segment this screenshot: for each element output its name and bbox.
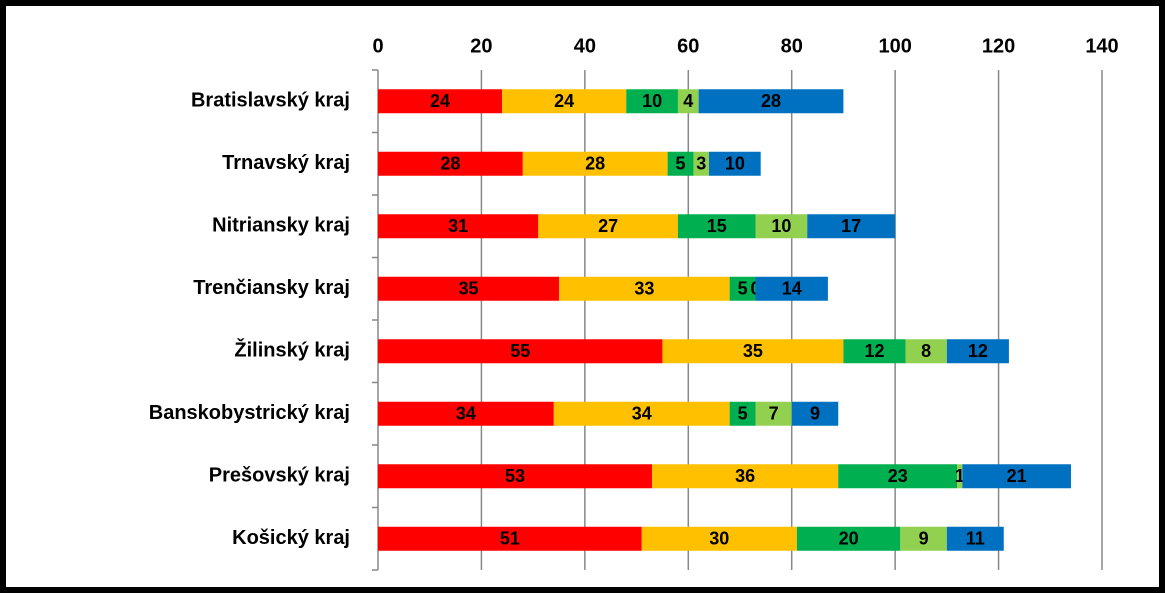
y-tick-label: Košický kraj [232, 527, 350, 549]
bar-segment [378, 339, 663, 364]
bar-segment [553, 401, 730, 426]
data-label: 12 [864, 341, 884, 361]
x-tick-label: 60 [677, 35, 699, 57]
y-tick-label: Banskobystrický kraj [149, 402, 350, 424]
bar-segment [698, 89, 844, 114]
bar-segment [729, 401, 756, 426]
bar-segment [378, 401, 554, 426]
data-label: 5 [676, 154, 686, 174]
data-label: 15 [707, 216, 727, 236]
bar-segment [662, 339, 844, 364]
bar-segment [378, 151, 523, 176]
bar-segment [957, 464, 963, 489]
data-label: 7 [769, 404, 779, 424]
bar-segment [652, 464, 839, 489]
data-label: 55 [510, 341, 530, 361]
data-label: 24 [430, 91, 450, 111]
bar-segment [677, 214, 756, 239]
data-label: 35 [743, 341, 763, 361]
data-label: 53 [505, 466, 525, 486]
data-label: 34 [632, 404, 652, 424]
bar-segment [962, 464, 1071, 489]
bar-segment [796, 526, 901, 551]
bar-segment [755, 276, 828, 301]
bar-segment [791, 401, 839, 426]
data-label: 3 [696, 154, 706, 174]
x-tick-label: 100 [878, 35, 911, 57]
bar-segment [378, 526, 642, 551]
data-label: 8 [921, 341, 931, 361]
bar-segment [378, 214, 539, 239]
data-label: 21 [1007, 466, 1027, 486]
bar-segment [946, 339, 1009, 364]
bar-segment [641, 526, 797, 551]
x-tick-label: 40 [574, 35, 596, 57]
bar-segment [626, 89, 678, 114]
bar-segment [502, 89, 627, 114]
data-label: 10 [771, 216, 791, 236]
bar-segment [378, 276, 559, 301]
x-tick-label: 120 [982, 35, 1015, 57]
data-label: 34 [456, 404, 476, 424]
data-label: 17 [841, 216, 861, 236]
bar-segment [946, 526, 1004, 551]
x-tick-label: 0 [372, 35, 383, 57]
bar-segment [900, 526, 947, 551]
bar-segment [522, 151, 668, 176]
bar-segment [905, 339, 947, 364]
x-tick-label: 20 [470, 35, 492, 57]
data-label: 5 [738, 404, 748, 424]
bar-segment [755, 214, 808, 239]
bar-segment [755, 401, 792, 426]
data-label: 10 [642, 91, 662, 111]
x-tick-label: 80 [781, 35, 803, 57]
data-label: 9 [810, 404, 820, 424]
data-label: 28 [761, 91, 781, 111]
y-tick-label: Trnavský kraj [222, 152, 350, 174]
data-label: 11 [966, 529, 985, 549]
data-label: 23 [888, 466, 908, 486]
bar-segment [843, 339, 906, 364]
bar-segment [807, 214, 896, 239]
data-label: 4 [683, 91, 693, 111]
data-label: 33 [634, 279, 654, 299]
data-label: 5 [738, 279, 748, 299]
data-label: 9 [919, 529, 929, 549]
data-label: 51 [500, 529, 520, 549]
bar-segment [667, 151, 694, 176]
bar-segment [538, 214, 678, 239]
bar-segment [708, 151, 761, 176]
data-label: 10 [725, 154, 745, 174]
data-label: 20 [839, 529, 859, 549]
x-tick-label: 140 [1085, 35, 1118, 57]
data-label: 28 [440, 154, 460, 174]
bar-segment [729, 276, 756, 301]
y-tick-label: Nitriansky kraj [212, 215, 350, 237]
bar-segment [693, 151, 709, 176]
bar-segment [677, 89, 699, 114]
data-label: 12 [968, 341, 988, 361]
bar-segment [378, 464, 653, 489]
data-label: 30 [709, 529, 729, 549]
bar-segment [378, 89, 503, 114]
data-label: 35 [458, 279, 478, 299]
data-label: 24 [554, 91, 574, 111]
bar-segment [559, 276, 730, 301]
data-label: 27 [598, 216, 618, 236]
data-label: 1 [955, 466, 965, 486]
y-tick-label: Trenčiansky kraj [193, 277, 350, 299]
data-label: 28 [585, 154, 605, 174]
data-label: 14 [782, 279, 802, 299]
y-tick-label: Bratislavský kraj [191, 90, 350, 112]
y-tick-label: Žilinský kraj [234, 338, 350, 362]
data-label: 36 [735, 466, 755, 486]
bar-segment [838, 464, 958, 489]
data-label: 31 [448, 216, 468, 236]
y-tick-label: Prešovský kraj [209, 465, 350, 487]
